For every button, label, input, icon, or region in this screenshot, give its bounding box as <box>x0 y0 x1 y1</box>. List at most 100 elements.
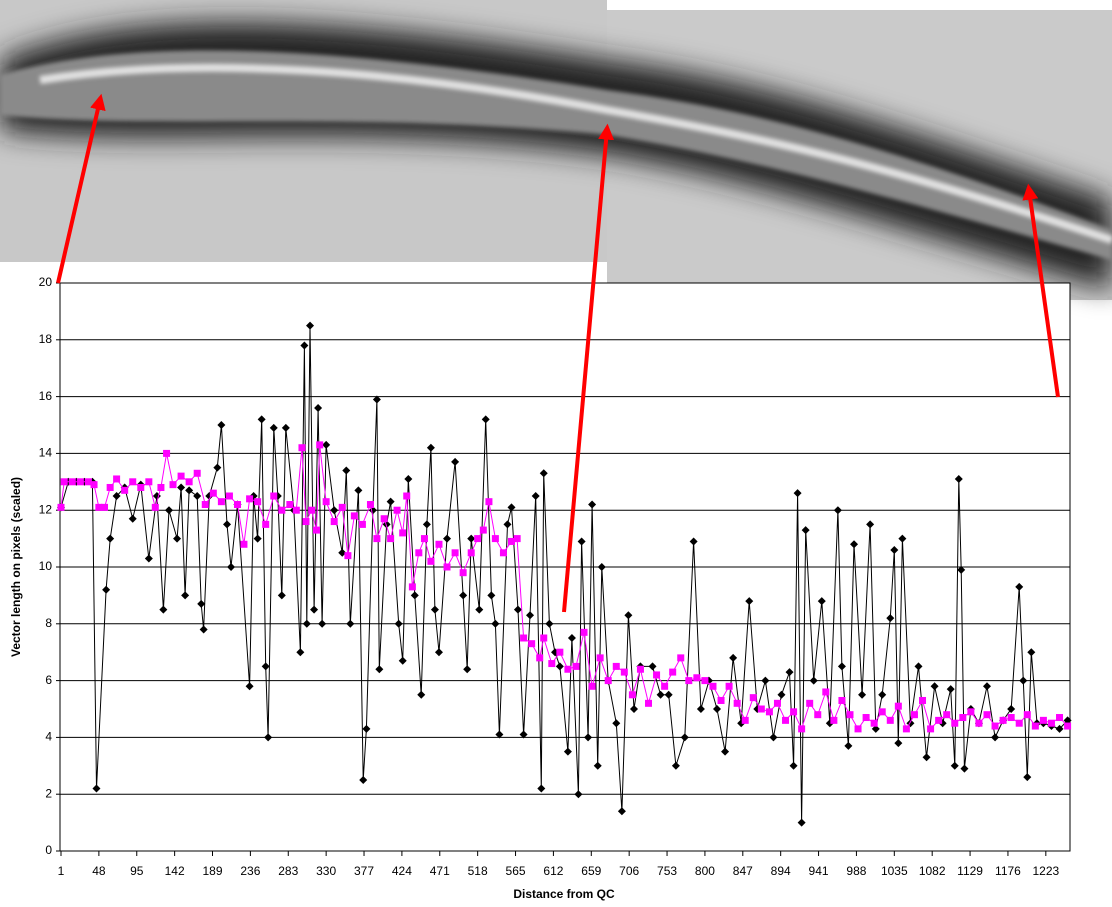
point <box>298 444 306 452</box>
arrows <box>56 93 1060 613</box>
point <box>717 696 725 704</box>
point <box>330 518 338 526</box>
point <box>967 708 975 716</box>
point <box>930 682 939 691</box>
point <box>145 478 153 486</box>
point <box>193 492 202 500</box>
point <box>951 719 959 727</box>
x-tick-label: 1035 <box>881 864 908 878</box>
root-core <box>39 63 1112 244</box>
point <box>217 498 225 506</box>
point <box>372 395 381 404</box>
point <box>866 520 875 529</box>
point <box>563 747 572 756</box>
point <box>725 682 733 690</box>
x-tick-label: 565 <box>506 864 526 878</box>
point <box>721 747 730 756</box>
point <box>106 534 115 543</box>
point <box>1031 722 1039 730</box>
point <box>858 690 867 699</box>
point <box>664 690 673 699</box>
x-tick-label: 48 <box>92 864 106 878</box>
point <box>685 677 693 685</box>
x-tick-label: 894 <box>771 864 791 878</box>
point <box>270 492 278 500</box>
point <box>946 685 955 694</box>
point <box>572 662 580 670</box>
x-tick-label: 988 <box>846 864 866 878</box>
point <box>531 492 540 500</box>
point <box>113 475 121 483</box>
point <box>393 506 401 514</box>
point <box>408 583 416 591</box>
point <box>620 668 628 676</box>
point <box>394 619 403 628</box>
point <box>636 665 644 673</box>
point <box>177 483 186 492</box>
point <box>982 682 991 691</box>
point <box>359 776 368 784</box>
point <box>253 534 262 543</box>
point <box>427 557 435 565</box>
point <box>540 634 548 642</box>
point <box>761 676 770 685</box>
point <box>84 478 92 486</box>
point <box>346 619 355 628</box>
y-tick-label: 2 <box>45 786 52 800</box>
point <box>814 711 822 719</box>
point <box>741 716 749 724</box>
point <box>886 614 895 623</box>
point <box>539 469 548 478</box>
x-tick-label: 95 <box>130 864 144 878</box>
point <box>733 699 741 707</box>
point <box>434 648 443 657</box>
point <box>129 478 137 486</box>
point <box>910 711 918 719</box>
point <box>163 449 171 457</box>
point <box>474 535 482 543</box>
point <box>870 719 878 727</box>
point <box>164 506 173 515</box>
x-axis-label: Distance from QC <box>513 887 615 901</box>
arrow <box>56 93 106 284</box>
point <box>871 724 880 733</box>
point <box>459 569 467 577</box>
point <box>914 662 923 671</box>
point <box>485 498 493 506</box>
point <box>257 415 266 424</box>
point <box>630 705 639 713</box>
point <box>782 716 790 724</box>
point <box>277 591 286 600</box>
point <box>398 656 407 665</box>
point <box>209 489 217 497</box>
point <box>300 341 309 350</box>
point <box>475 605 484 614</box>
point <box>92 784 101 793</box>
micrograph <box>0 0 1112 300</box>
point <box>597 563 606 571</box>
point <box>330 506 339 515</box>
point <box>846 711 854 719</box>
point <box>1063 716 1072 725</box>
point <box>806 699 814 707</box>
point <box>404 474 413 483</box>
point <box>366 501 374 509</box>
point <box>344 552 352 560</box>
point <box>306 321 315 330</box>
point <box>467 534 476 543</box>
point <box>338 503 346 511</box>
point <box>443 534 452 543</box>
point <box>556 648 564 656</box>
point <box>833 506 842 515</box>
y-axis-label: Vector length on pixels (scaled) <box>9 477 23 657</box>
point <box>798 725 806 733</box>
point <box>862 714 870 722</box>
point <box>950 761 959 770</box>
point <box>809 676 818 685</box>
point <box>689 537 698 546</box>
point <box>308 506 316 514</box>
point <box>193 469 201 477</box>
point <box>822 688 830 696</box>
point <box>159 605 168 614</box>
point <box>797 818 806 827</box>
